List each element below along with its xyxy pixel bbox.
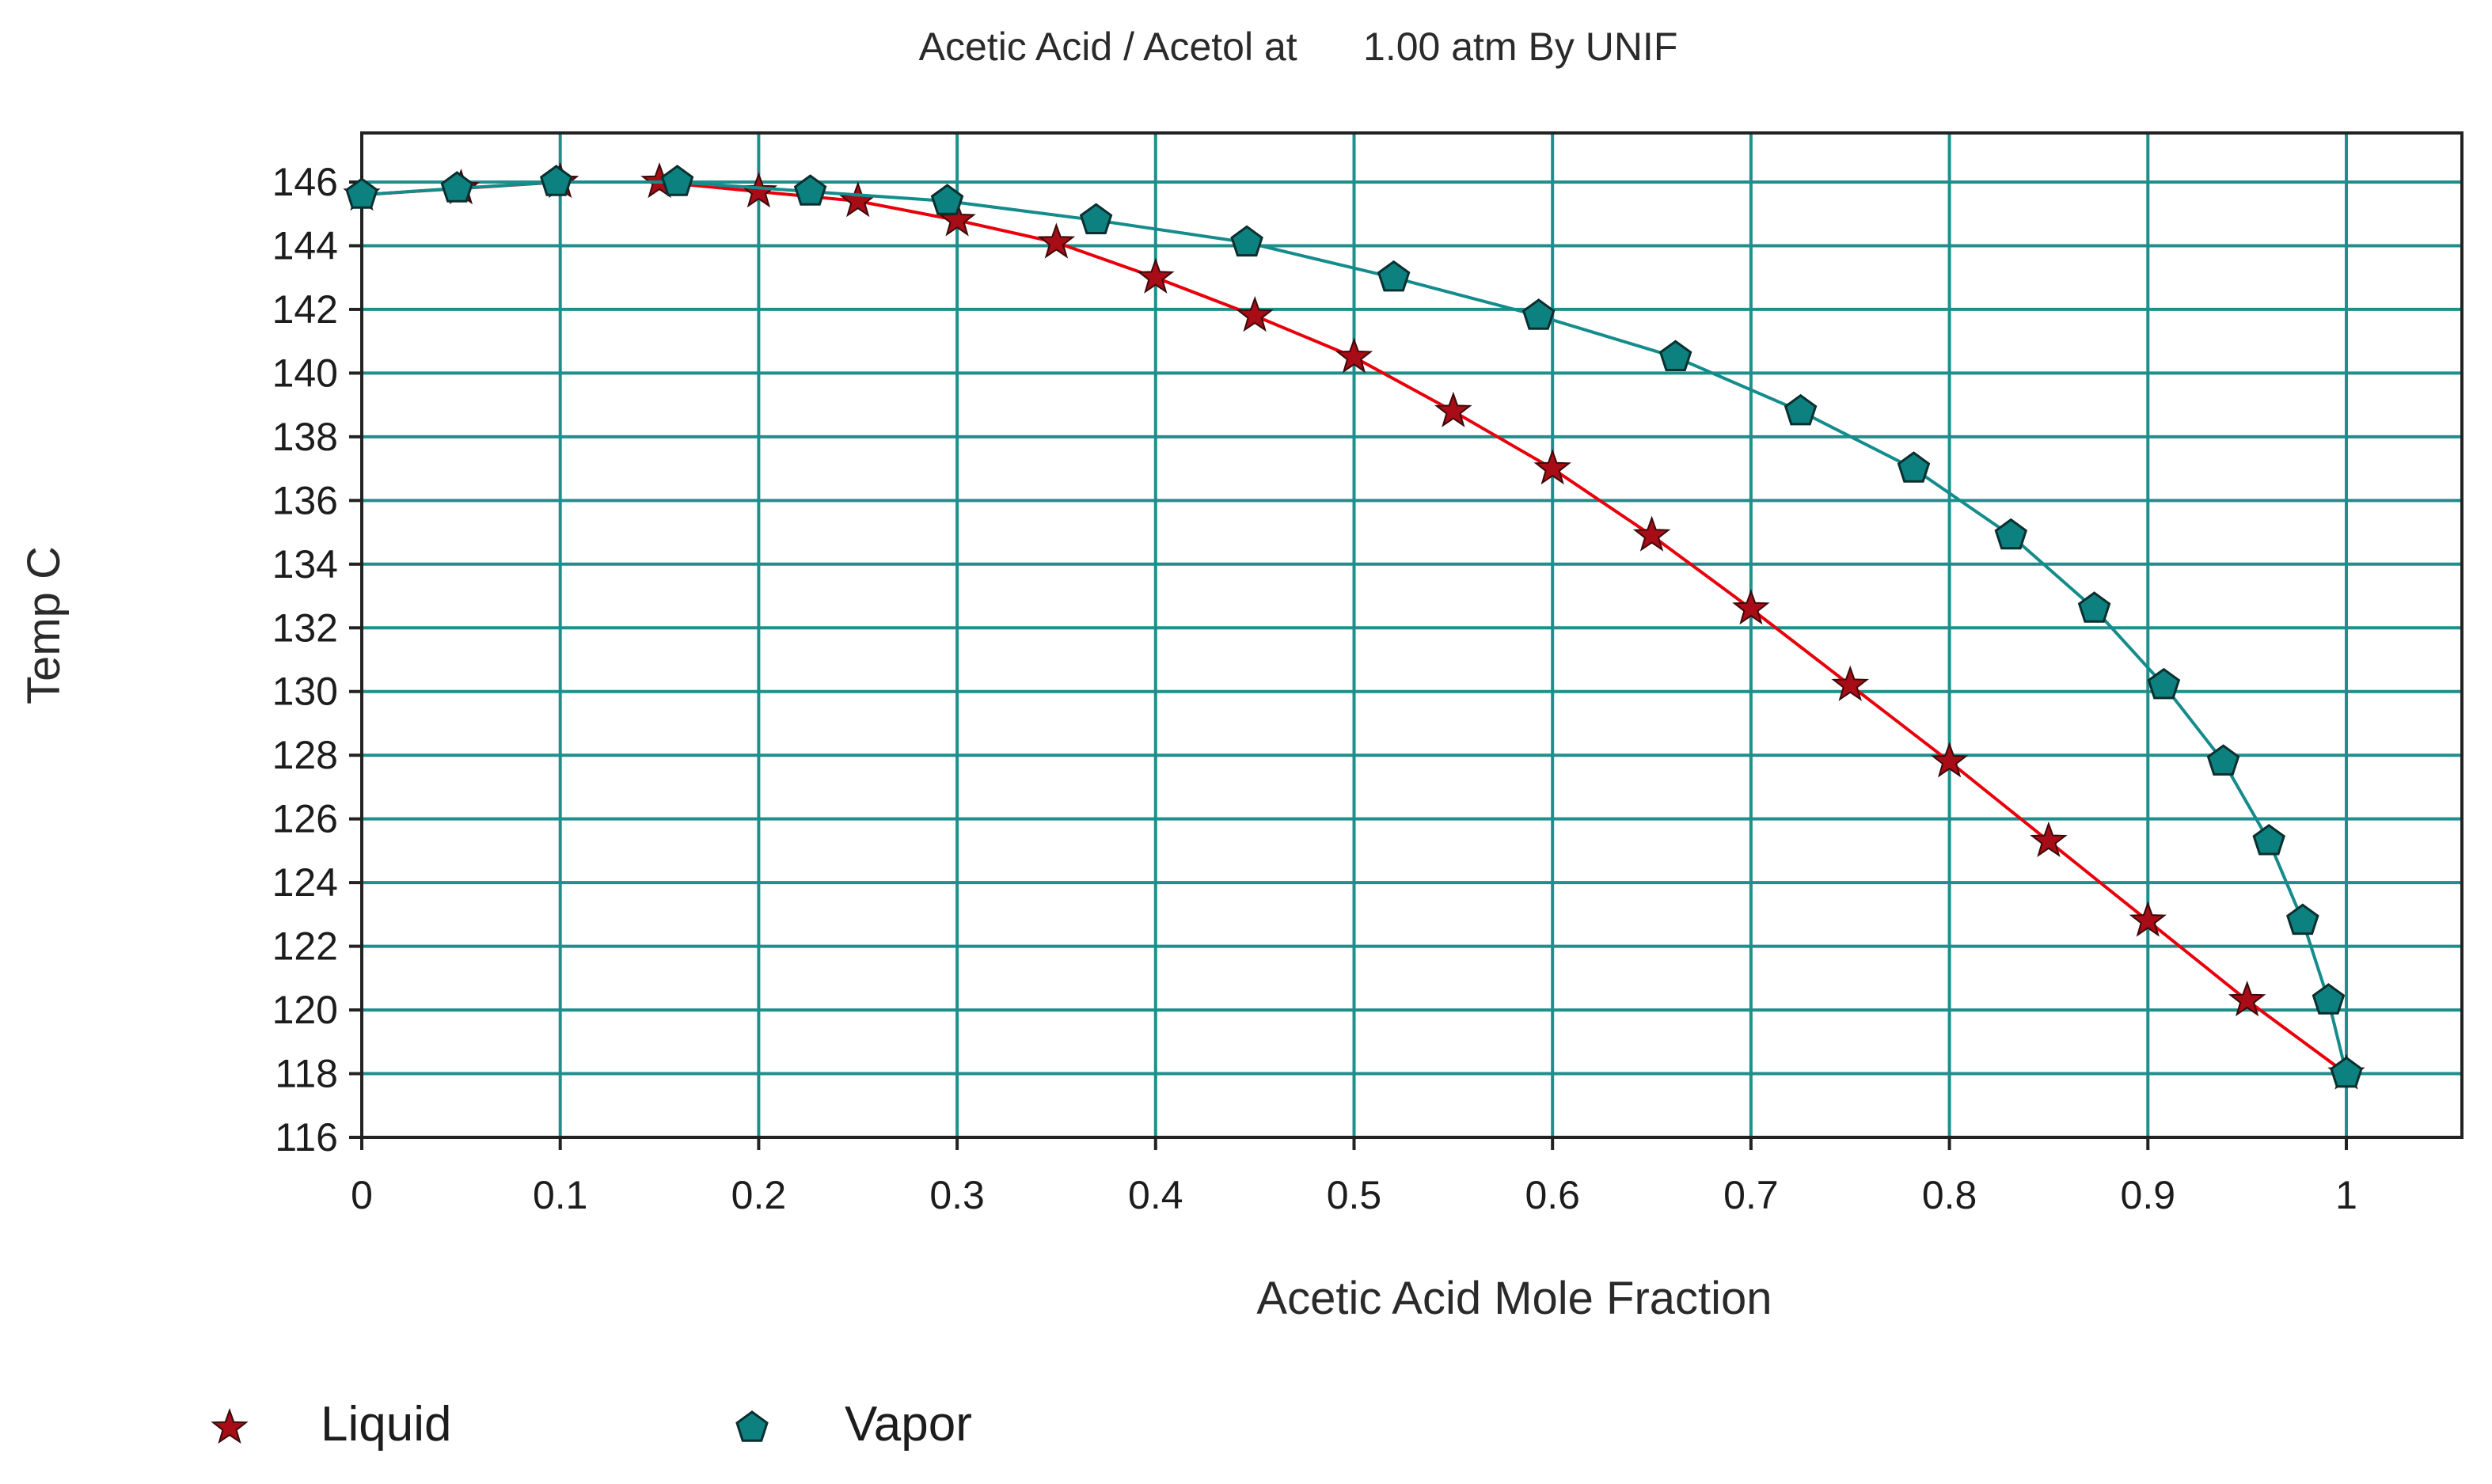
vapor-point: [2312, 983, 2346, 1015]
y-tick-label: 126: [272, 797, 338, 841]
liquid-point: [1632, 515, 1671, 552]
y-tick-label: 136: [272, 478, 338, 522]
x-tick-label: 0.6: [1525, 1173, 1580, 1217]
y-tick-label: 116: [275, 1115, 338, 1159]
liquid-point: [1533, 449, 1571, 485]
y-tick-label: 118: [275, 1052, 338, 1096]
y-tick-label: 132: [272, 605, 338, 650]
x-tick-label: 1: [2335, 1173, 2357, 1217]
y-tick-label: 124: [272, 860, 338, 905]
vapor-point: [2147, 667, 2181, 700]
vapor-point: [2206, 744, 2240, 776]
y-tick-label: 144: [272, 223, 338, 268]
vapor-point: [2077, 591, 2111, 623]
x-tick-label: 0.7: [1723, 1173, 1779, 1217]
x-tick-label: 0: [351, 1173, 373, 1217]
x-tick-label: 0.8: [1922, 1173, 1977, 1217]
x-tick-label: 0.3: [929, 1173, 985, 1217]
legend-liquid-marker-shape: [211, 1408, 249, 1444]
y-tick-label: 130: [272, 670, 338, 714]
vapor-point: [1377, 260, 1411, 292]
series: [343, 162, 2365, 1090]
y-tick-label: 134: [272, 542, 338, 586]
liquid-point: [2129, 901, 2167, 937]
vapor-point: [1658, 340, 1692, 371]
x-axis-label: Acetic Acid Mole Fraction: [1256, 1273, 1772, 1324]
vapor-point: [1521, 298, 1556, 330]
legend-liquid-label: Liquid: [321, 1397, 451, 1452]
vapor-point: [1230, 225, 1263, 257]
vapor-point: [1897, 451, 1931, 483]
vapor-point: [2252, 823, 2285, 856]
y-tick-label: 140: [272, 351, 338, 395]
liquid-point: [1930, 742, 1969, 778]
liquid-point: [1831, 665, 1870, 701]
y-axis-label: Temp C: [18, 546, 70, 704]
liquid-point: [838, 181, 877, 218]
liquid-point: [2030, 821, 2068, 858]
chart-title: Acetic Acid / Acetol at 1.00 atm By UNIF: [919, 25, 1678, 69]
liquid-point: [1236, 296, 1274, 332]
vapor-point: [345, 177, 378, 209]
vapor-point: [440, 171, 474, 203]
x-tick-label: 0.5: [1327, 1173, 1382, 1217]
vapor-point: [1994, 518, 2028, 550]
grid: [360, 133, 2462, 1139]
y-tick-label: 128: [272, 733, 338, 777]
y-tick-label: 142: [272, 287, 338, 332]
y-tick-label: 122: [272, 924, 338, 969]
liquid-point: [1434, 391, 1472, 427]
vapor-point: [1784, 393, 1818, 426]
legend: Liquid Vapor: [211, 1397, 972, 1452]
vapor-point: [793, 174, 827, 206]
vapor-point: [930, 184, 964, 215]
vapor-point: [2330, 1056, 2363, 1088]
liquid-point: [1335, 337, 1373, 374]
vapor-point: [539, 165, 573, 196]
y-tick-label: 138: [272, 415, 338, 459]
x-tick-label: 0.4: [1128, 1173, 1183, 1217]
legend-vapor-pentagon-marker: [735, 1410, 769, 1442]
x-tick-label: 0.2: [731, 1173, 787, 1217]
y-tick-label: 120: [272, 988, 338, 1032]
vapor-point: [660, 165, 694, 196]
vapor-point: [2286, 903, 2319, 936]
vapor-point: [1079, 203, 1113, 234]
axis-ticks: 0 0.1 0.2 0.3 0.4 0.5 0.6 0.7 0.8 0.9 1 146 144 142 14…: [272, 160, 2357, 1217]
liquid-point: [1732, 589, 1770, 625]
liquid-point: [1137, 257, 1175, 294]
y-tick-label: 146: [272, 160, 338, 204]
vapor-series: [345, 165, 2363, 1088]
legend-vapor-label: Vapor: [845, 1397, 972, 1452]
plot-area-frame: [360, 131, 2464, 1139]
liquid-point: [2228, 981, 2266, 1017]
x-tick-label: 0.9: [2121, 1173, 2176, 1217]
x-tick-label: 0.1: [533, 1173, 588, 1217]
legend-liquid-star-marker: [211, 1408, 249, 1444]
legend-vapor-marker-shape: [735, 1410, 769, 1442]
liquid-point: [1037, 222, 1076, 259]
